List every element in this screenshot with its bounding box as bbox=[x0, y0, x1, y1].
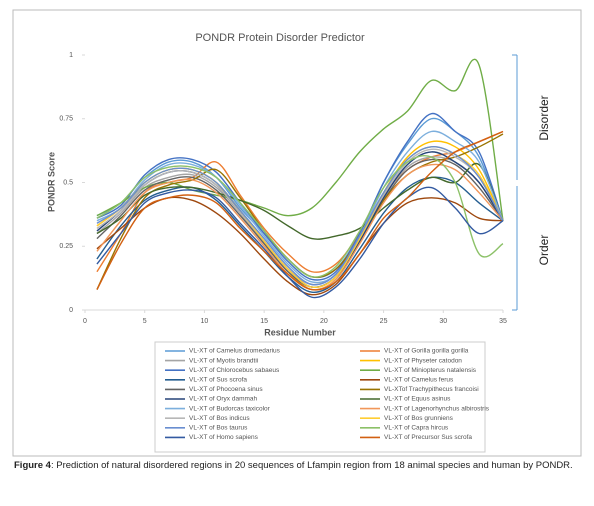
x-tick-label: 30 bbox=[439, 318, 447, 325]
legend-label: VL-XT of Homo sapiens bbox=[189, 434, 259, 441]
y-axis-label: PONDR Score bbox=[46, 152, 56, 212]
x-tick-label: 25 bbox=[380, 318, 388, 325]
y-tick-label: 0 bbox=[69, 307, 73, 314]
legend-label: VL-XT of Physeter catodon bbox=[384, 357, 462, 364]
legend-label: VL-XT of Myotis brandtii bbox=[189, 357, 258, 364]
series-line bbox=[96, 130, 504, 291]
chart: PONDR Protein Disorder Predictor Residue… bbox=[12, 9, 582, 457]
legend-label: VL-XTof Trachypithecus francoisi bbox=[384, 386, 479, 393]
y-tick-label: 0.75 bbox=[59, 116, 73, 123]
legend-label: VL-XT of Phocoena sinus bbox=[189, 386, 263, 393]
annotation: Disorder bbox=[537, 95, 551, 140]
legend-label: VL-XT of Camelus ferus bbox=[384, 377, 454, 384]
legend-box bbox=[154, 341, 486, 453]
legend-label: VL-XT of Sus scrofa bbox=[189, 377, 247, 384]
x-tick-label: 15 bbox=[260, 318, 268, 325]
chart-title: PONDR Protein Disorder Predictor bbox=[195, 32, 365, 44]
series-line bbox=[96, 156, 504, 286]
y-tick-label: 0.25 bbox=[59, 243, 73, 250]
series-line bbox=[96, 186, 504, 299]
legend-label: VL-XT of Capra hircus bbox=[384, 425, 449, 432]
legend-label: VL-XT of Bos taurus bbox=[189, 425, 248, 432]
x-tick-label: 35 bbox=[499, 318, 507, 325]
x-axis-label: Residue Number bbox=[264, 327, 336, 337]
caption-label: Figure 4 bbox=[14, 460, 51, 471]
legend-label: VL-XT of Precursor Sus scrofa bbox=[384, 434, 472, 441]
x-tick-label: 5 bbox=[143, 318, 147, 325]
series-line bbox=[96, 112, 504, 281]
series-line bbox=[96, 130, 504, 284]
legend-label: VL-XT of Oryx dammah bbox=[189, 396, 258, 403]
legend-label: VL-XT of Lagenorhynchus albirostris bbox=[384, 405, 490, 412]
x-tick-label: 0 bbox=[83, 318, 87, 325]
legend-label: VL-XT of Camelus dromedarius bbox=[189, 348, 281, 355]
series-line bbox=[96, 162, 504, 240]
caption-text: : Prediction of natural disordered regio… bbox=[50, 460, 573, 471]
bracket bbox=[512, 54, 518, 311]
x-tick-label: 10 bbox=[201, 318, 209, 325]
legend-label: VL-XT of Bos indicus bbox=[189, 415, 250, 422]
legend-label: VL-XT of Budorcas taxicolor bbox=[189, 405, 271, 412]
legend-label: VL-XT of Equus asinus bbox=[384, 396, 451, 403]
legend-label: VL-XT of Miniopterus natalensis bbox=[384, 367, 477, 374]
series-line bbox=[96, 145, 504, 286]
legend-label: VL-XT of Bos grunniens bbox=[384, 415, 454, 422]
legend-label: VL-XT of Chlorocebus sabaeus bbox=[189, 367, 280, 374]
y-tick-label: 1 bbox=[69, 52, 73, 59]
series-line bbox=[96, 154, 504, 278]
legend-label: VL-XT of Gorilla gorilla gorilla bbox=[384, 348, 469, 355]
series-line bbox=[96, 158, 504, 288]
annotation: Order bbox=[537, 235, 551, 266]
caption: Figure 4: Prediction of natural disorder… bbox=[14, 460, 580, 472]
y-tick-label: 0.5 bbox=[63, 179, 73, 186]
x-tick-label: 20 bbox=[320, 318, 328, 325]
